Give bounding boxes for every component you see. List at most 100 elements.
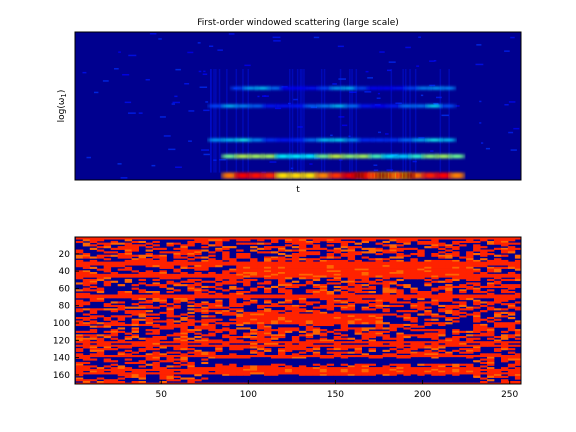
bottom-heatmap-cell — [291, 304, 300, 308]
bottom-heatmap-cell — [145, 291, 153, 294]
bottom-heatmap-cell — [96, 315, 105, 318]
bottom-heatmap-cell — [257, 379, 265, 382]
bottom-heatmap-cell — [96, 287, 105, 290]
bottom-heatmap-cell — [403, 360, 411, 363]
bottom-heatmap-cell — [117, 346, 126, 349]
bottom-heatmap-cell — [445, 351, 453, 354]
bottom-heatmap-cell — [438, 365, 446, 368]
bottom-heatmap-cell — [382, 381, 390, 384]
bottom-heatmap-cell — [103, 277, 112, 280]
bottom-heatmap-cell — [278, 349, 286, 352]
bottom-heatmap-cell — [319, 381, 328, 384]
bottom-heatmap-cell — [145, 363, 153, 366]
bottom-heatmap-cell — [368, 318, 376, 321]
top-heatmap-cell — [201, 149, 210, 151]
bottom-heatmap-cell — [264, 315, 272, 318]
top-heatmap-band — [379, 172, 384, 179]
bottom-heatmap-cell — [264, 299, 272, 302]
bottom-heatmap-cell — [480, 382, 488, 384]
bottom-heatmap-cell — [173, 301, 181, 304]
bottom-heatmap-cell — [271, 374, 279, 377]
bottom-heatmap-cell — [222, 342, 230, 346]
bottom-heatmap-cell — [236, 320, 244, 323]
bottom-heatmap-cell — [459, 361, 467, 365]
top-heatmap-band — [243, 86, 257, 90]
bottom-heatmap-cell — [82, 318, 91, 321]
bottom-heatmap-cell — [424, 361, 432, 365]
bottom-heatmap-cell — [215, 318, 223, 321]
bottom-heatmap-cell — [215, 349, 223, 352]
bottom-heatmap-cell — [382, 349, 390, 352]
bottom-heatmap-cell — [75, 261, 84, 264]
top-heatmap-band — [304, 104, 319, 108]
bottom-heatmap-cell — [75, 237, 84, 240]
bottom-heatmap-cell — [243, 296, 251, 299]
bottom-heatmap-cell — [229, 268, 237, 271]
bottom-heatmap-cell — [278, 336, 286, 339]
top-heatmap-cell — [172, 101, 180, 104]
bottom-heatmap-cell — [375, 303, 383, 306]
bottom-heatmap-cell — [396, 263, 404, 266]
bottom-heatmap-cell — [375, 237, 383, 240]
bottom-heatmap-cell — [291, 381, 300, 384]
bottom-heatmap-cell — [424, 349, 432, 352]
bottom-heatmap-cell — [514, 322, 521, 325]
bottom-heatmap-cell — [340, 287, 349, 290]
bottom-heatmap-cell — [312, 317, 321, 320]
top-heatmap-band — [317, 104, 333, 108]
bottom-heatmap-cell — [494, 374, 502, 377]
bottom-heatmap-cell — [291, 320, 300, 323]
bottom-heatmap-cell — [145, 358, 153, 361]
bottom-heatmap-cell — [173, 351, 181, 354]
bottom-heatmap-cell — [333, 270, 342, 273]
bottom-heatmap-cell — [257, 268, 265, 271]
bottom-heatmap-cell — [396, 337, 404, 340]
bottom-heatmap-cell — [354, 349, 362, 352]
bottom-heatmap-cell — [271, 360, 279, 363]
bottom-heatmap-cell — [257, 336, 265, 339]
bottom-heatmap-cell — [298, 277, 307, 280]
bottom-heatmap-cell — [368, 370, 376, 373]
bottom-heatmap-cell — [333, 336, 342, 339]
bottom-heatmap-cell — [208, 329, 216, 332]
bottom-heatmap-cell — [466, 360, 474, 363]
bottom-heatmap-cell — [361, 280, 369, 283]
bottom-heatmap-cell — [389, 342, 397, 346]
bottom-heatmap-cell — [326, 351, 335, 354]
bottom-heatmap-cell — [222, 258, 230, 261]
bottom-heatmap-cell — [166, 294, 174, 297]
bottom-heatmap-cell — [340, 375, 349, 378]
bottom-heatmap-cell — [124, 266, 133, 269]
bottom-heatmap-cell — [389, 266, 397, 269]
bottom-heatmap-cell — [396, 265, 404, 268]
bottom-heatmap-cell — [340, 266, 349, 269]
bottom-heatmap-cell — [326, 360, 335, 363]
bottom-heatmap-cell — [431, 329, 439, 332]
bottom-heatmap-cell — [452, 337, 460, 340]
bottom-heatmap-cell — [466, 237, 474, 240]
bottom-heatmap-cell — [173, 254, 181, 257]
bottom-heatmap-cell — [103, 336, 112, 339]
bottom-heatmap-cell — [187, 329, 195, 332]
bottom-heatmap-cell — [131, 310, 139, 313]
bottom-heatmap-cell — [173, 365, 181, 368]
bottom-heatmap-cell — [250, 381, 258, 384]
top-heatmap-band — [208, 104, 224, 108]
bottom-heatmap-cell — [389, 301, 397, 304]
bottom-heatmap-cell — [410, 289, 418, 292]
bottom-heatmap-cell — [438, 294, 446, 297]
bottom-heatmap-cell — [264, 372, 272, 375]
bottom-heatmap-cell — [361, 256, 369, 259]
bottom-heatmap-cell — [291, 246, 300, 249]
bottom-heatmap-cell — [124, 358, 133, 361]
bottom-heatmap-cell — [75, 361, 84, 365]
bottom-heatmap-cell — [403, 370, 411, 373]
bottom-heatmap-cell — [103, 254, 112, 257]
bottom-heatmap-cell — [396, 256, 404, 259]
bottom-heatmap-cell — [271, 315, 279, 318]
bottom-heatmap-cell — [507, 341, 516, 344]
bottom-heatmap-cell — [236, 237, 244, 240]
bottom-heatmap-cell — [82, 355, 91, 358]
bottom-heatmap-cell — [236, 379, 244, 382]
bottom-heatmap-cell — [389, 344, 397, 347]
